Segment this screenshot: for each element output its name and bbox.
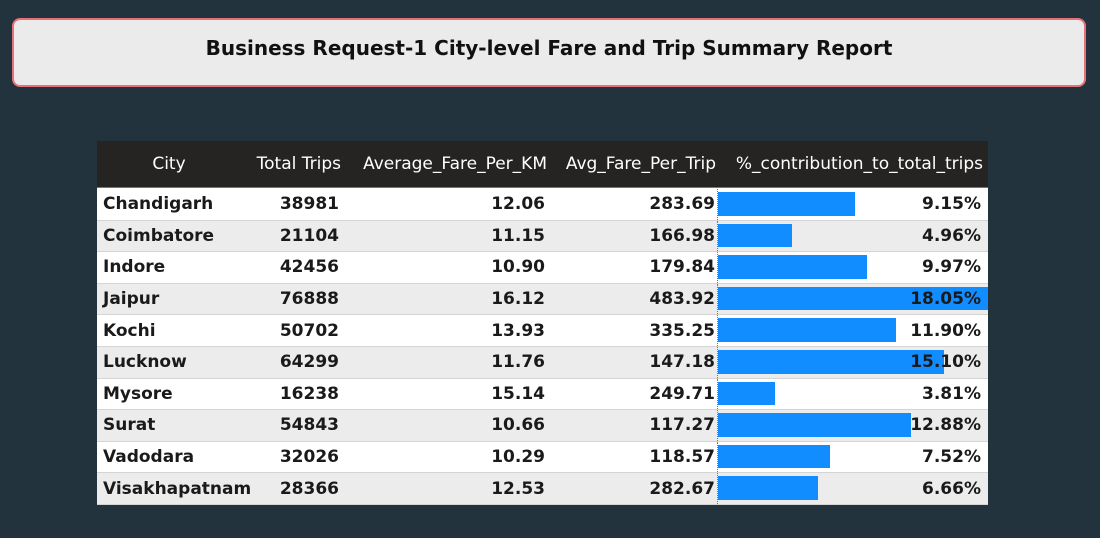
cell-average-fare-per-km: 13.93 — [491, 320, 545, 341]
contribution-bar — [718, 476, 818, 500]
table-row[interactable]: Lucknow 64299 11.76 147.18 15.10% — [97, 346, 988, 379]
header-divider — [97, 187, 988, 189]
table-row[interactable]: Vadodara 32026 10.29 118.57 7.52% — [97, 441, 988, 474]
cell-avg-fare-per-trip: 483.92 — [649, 289, 715, 310]
cell-avg-fare-per-trip: 117.27 — [649, 415, 715, 436]
cell-total-trips: 50702 — [279, 320, 339, 341]
contribution-bar — [718, 318, 896, 342]
cell-city: Mysore — [103, 383, 173, 404]
cell-average-fare-per-km: 11.15 — [491, 225, 545, 246]
contribution-value: 9.15% — [922, 194, 981, 215]
contribution-value: 3.81% — [922, 383, 981, 404]
cell-avg-fare-per-trip: 282.67 — [649, 478, 715, 499]
cell-avg-fare-per-trip: 179.84 — [649, 257, 715, 278]
cell-contribution: 11.90% — [717, 315, 988, 346]
table-row[interactable]: Mysore 16238 15.14 249.71 3.81% — [97, 378, 988, 411]
contribution-bar — [718, 413, 911, 437]
contribution-value: 11.90% — [910, 320, 981, 341]
cell-city: Lucknow — [103, 352, 187, 373]
cell-avg-fare-per-trip: 166.98 — [649, 225, 715, 246]
column-header-contribution[interactable]: %_contribution_to_total_trips — [735, 154, 983, 174]
contribution-value: 7.52% — [922, 447, 981, 468]
cell-contribution: 9.15% — [717, 189, 988, 220]
cell-average-fare-per-km: 12.53 — [491, 478, 545, 499]
cell-total-trips: 32026 — [279, 447, 339, 468]
cell-city: Jaipur — [103, 289, 160, 310]
cell-avg-fare-per-trip: 118.57 — [649, 447, 715, 468]
contribution-bar — [718, 192, 855, 216]
cell-average-fare-per-km: 10.29 — [491, 447, 545, 468]
cell-total-trips: 76888 — [279, 289, 339, 310]
table-row[interactable]: Jaipur 76888 16.12 483.92 18.05% — [97, 283, 988, 316]
cell-avg-fare-per-trip: 249.71 — [649, 383, 715, 404]
cell-average-fare-per-km: 10.90 — [491, 257, 545, 278]
contribution-value: 12.88% — [910, 415, 981, 436]
cell-city: Indore — [103, 257, 166, 278]
table-row[interactable]: Kochi 50702 13.93 335.25 11.90% — [97, 315, 988, 347]
cell-avg-fare-per-trip: 147.18 — [649, 352, 715, 373]
cell-contribution: 6.66% — [717, 473, 988, 504]
report-title-card: Business Request-1 City-level Fare and T… — [12, 18, 1086, 87]
contribution-value: 4.96% — [922, 225, 981, 246]
table-row[interactable]: Visakhapatnam 28366 12.53 282.67 6.66% — [97, 473, 988, 505]
table-row[interactable]: Coimbatore 21104 11.15 166.98 4.96% — [97, 220, 988, 253]
contribution-value: 9.97% — [922, 257, 981, 278]
cell-contribution: 18.05% — [717, 283, 988, 315]
cell-contribution: 12.88% — [717, 410, 988, 441]
cell-average-fare-per-km: 11.76 — [491, 352, 545, 373]
contribution-bar — [718, 255, 868, 279]
city-summary-table: City Total Trips Average_Fare_Per_KM Avg… — [97, 141, 988, 505]
cell-city: Coimbatore — [103, 225, 215, 246]
cell-city: Kochi — [103, 320, 156, 341]
contribution-bar — [718, 223, 793, 248]
cell-contribution: 4.96% — [717, 220, 988, 252]
table-header: City Total Trips Average_Fare_Per_KM Avg… — [97, 141, 988, 187]
cell-contribution: 3.81% — [717, 378, 988, 410]
cell-total-trips: 28366 — [279, 478, 339, 499]
cell-avg-fare-per-trip: 283.69 — [649, 194, 715, 215]
cell-total-trips: 21104 — [279, 225, 339, 246]
cell-contribution: 9.97% — [717, 252, 988, 283]
cell-avg-fare-per-trip: 335.25 — [649, 320, 715, 341]
contribution-bar — [718, 286, 988, 311]
cell-total-trips: 38981 — [279, 194, 339, 215]
cell-total-trips: 42456 — [279, 257, 339, 278]
table-row[interactable]: Chandigarh 38981 12.06 283.69 9.15% — [97, 189, 988, 221]
cell-total-trips: 64299 — [279, 352, 339, 373]
cell-total-trips: 54843 — [279, 415, 339, 436]
column-header-total-trips[interactable]: Total Trips — [256, 154, 341, 174]
cell-total-trips: 16238 — [279, 383, 339, 404]
table-body: Chandigarh 38981 12.06 283.69 9.15% Coimbator… — [97, 189, 988, 505]
contribution-value: 15.10% — [910, 352, 981, 373]
contribution-bar — [718, 444, 831, 469]
contribution-value: 6.66% — [922, 478, 981, 499]
column-header-average-fare-per-km[interactable]: Average_Fare_Per_KM — [363, 154, 547, 174]
cell-average-fare-per-km: 12.06 — [491, 194, 545, 215]
contribution-bar — [718, 381, 775, 406]
cell-average-fare-per-km: 10.66 — [491, 415, 545, 436]
contribution-value: 18.05% — [910, 289, 981, 310]
table-row[interactable]: Surat 54843 10.66 117.27 12.88% — [97, 410, 988, 442]
report-title: Business Request-1 City-level Fare and T… — [205, 35, 893, 60]
cell-average-fare-per-km: 16.12 — [491, 289, 545, 310]
column-header-avg-fare-per-trip[interactable]: Avg_Fare_Per_Trip — [565, 154, 716, 174]
cell-average-fare-per-km: 15.14 — [491, 383, 545, 404]
cell-city: Chandigarh — [103, 194, 214, 215]
contribution-bar — [718, 349, 944, 374]
cell-city: Visakhapatnam — [103, 478, 252, 499]
column-header-city[interactable]: City — [152, 154, 186, 174]
cell-contribution: 7.52% — [717, 441, 988, 473]
table-row[interactable]: Indore 42456 10.90 179.84 9.97% — [97, 252, 988, 284]
cell-city: Surat — [103, 415, 156, 436]
cell-contribution: 15.10% — [717, 346, 988, 378]
cell-city: Vadodara — [103, 447, 195, 468]
